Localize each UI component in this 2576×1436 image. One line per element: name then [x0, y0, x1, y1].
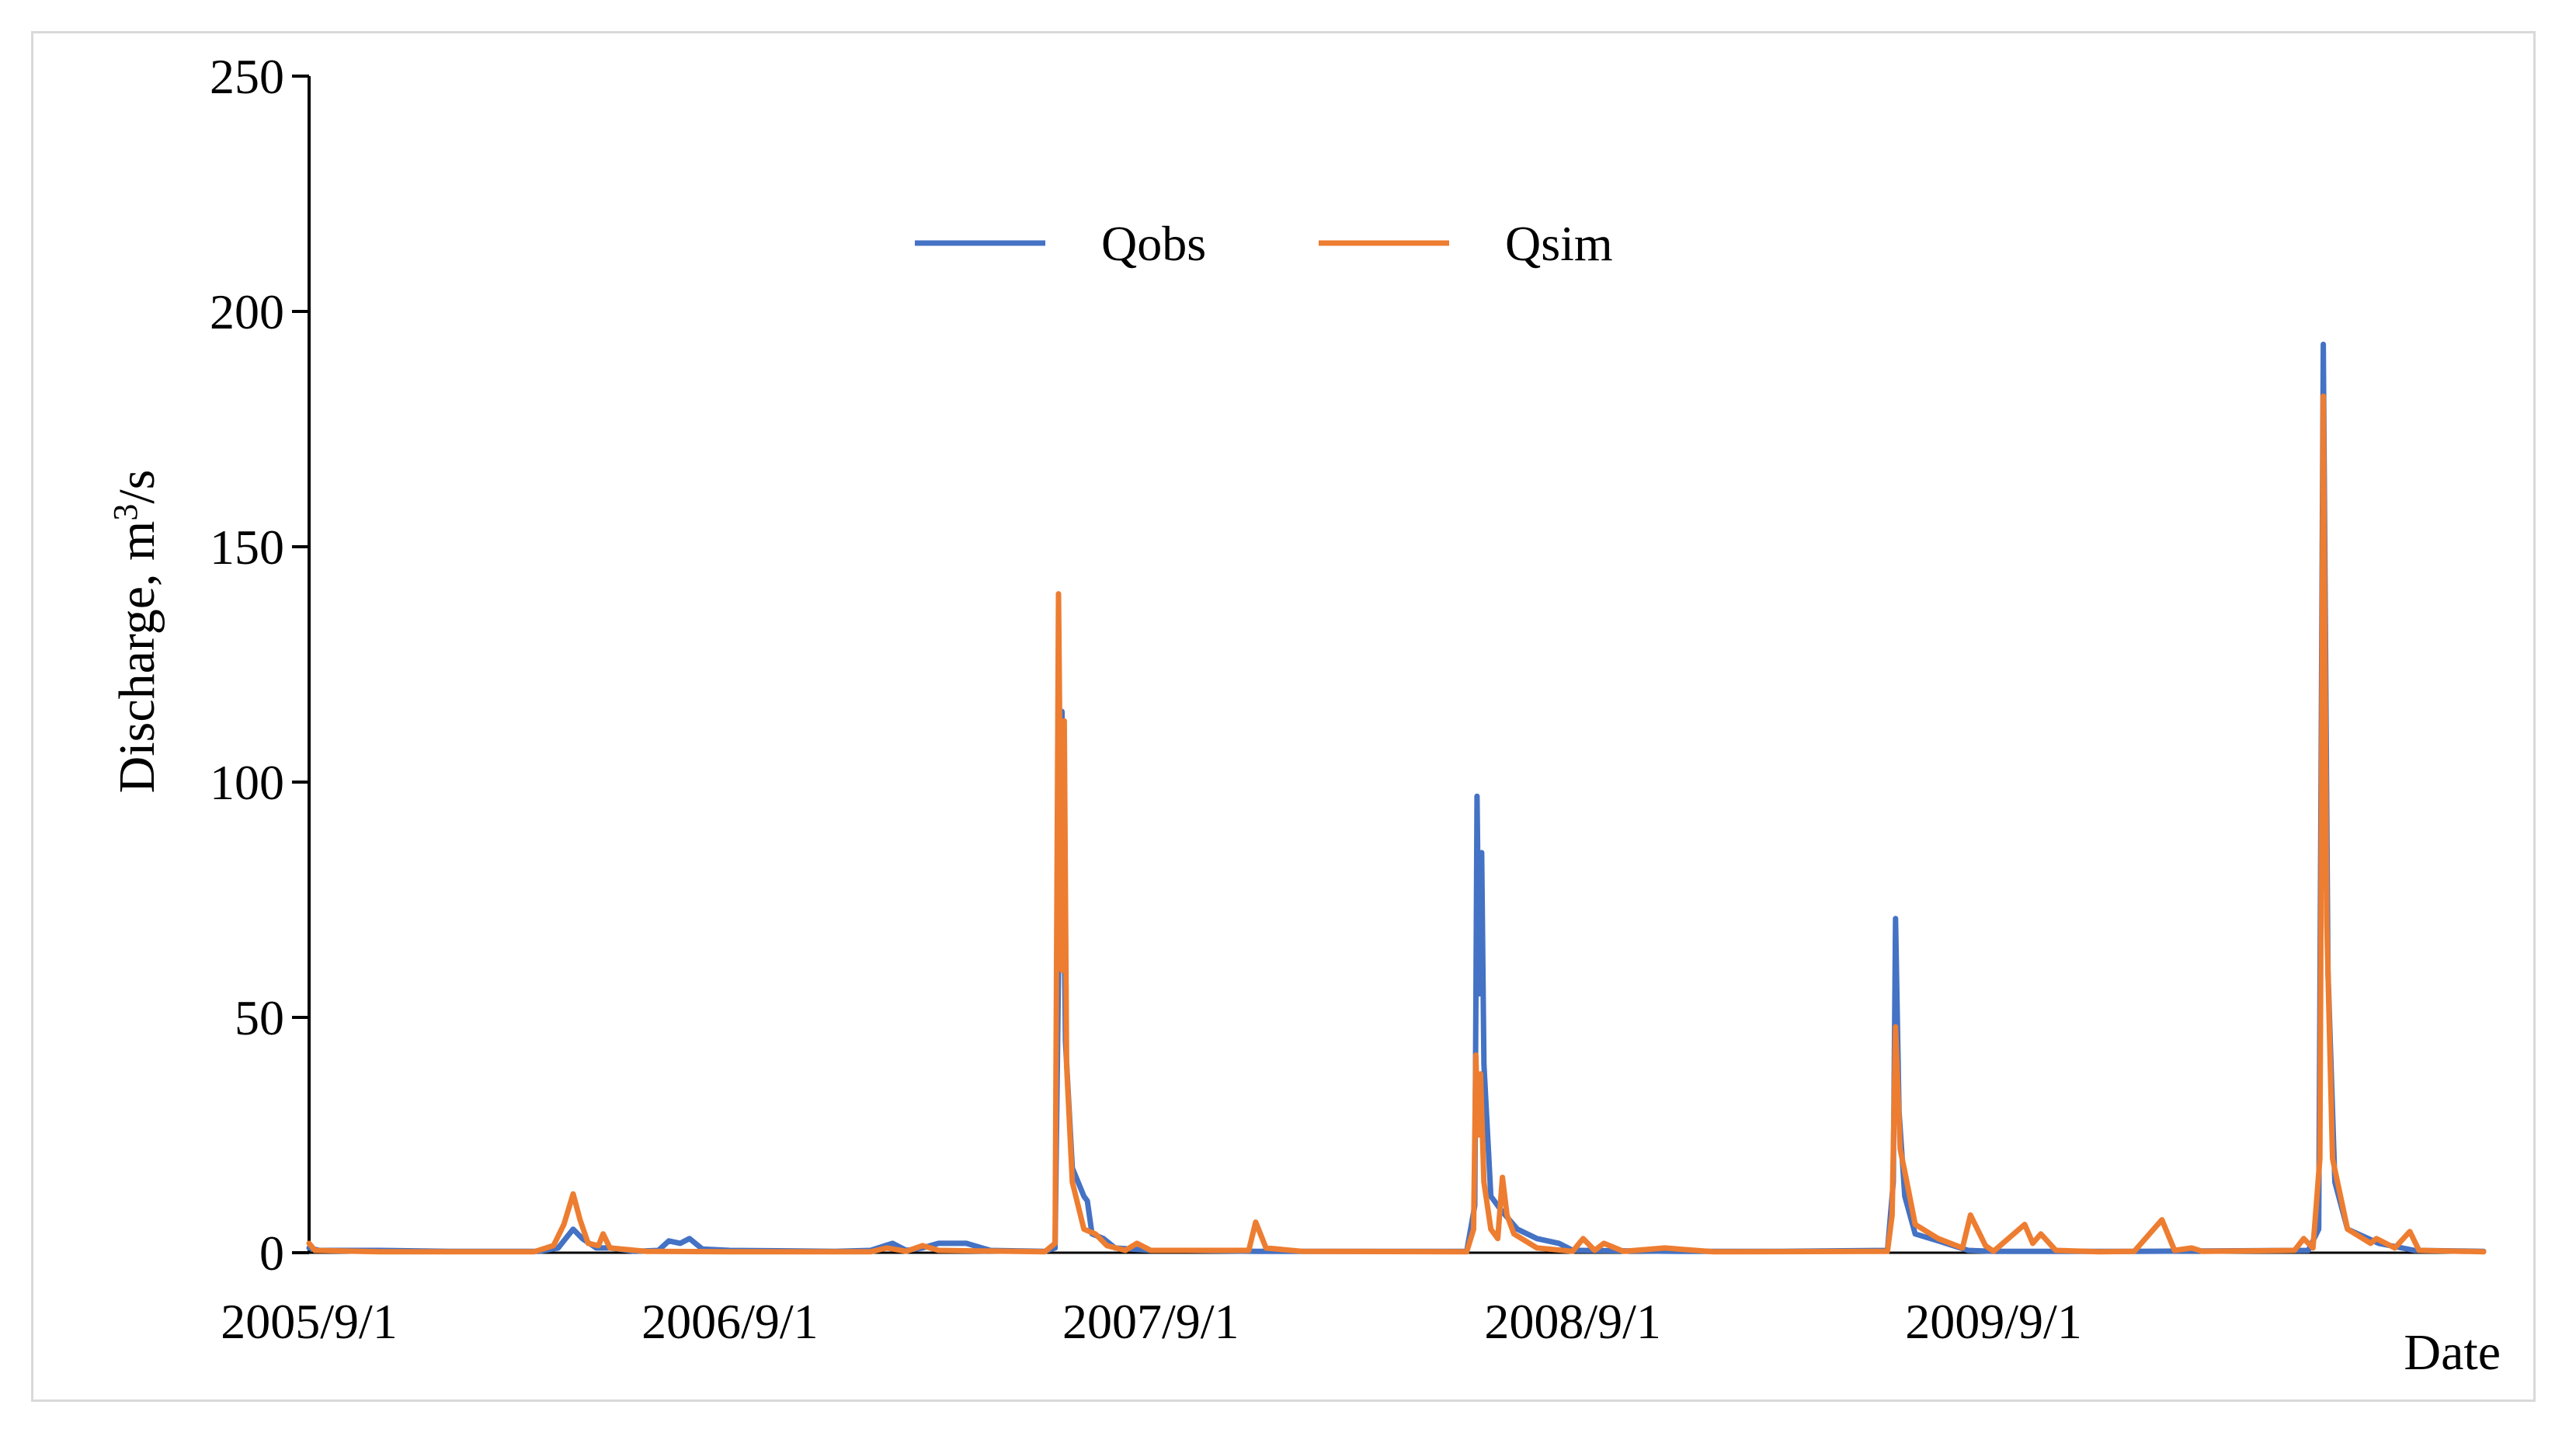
x-tick-label: 2005/9/1 [221, 1294, 398, 1349]
series-line-qsim [306, 393, 2487, 1255]
y-axis-title: Discharge, m3/s [106, 470, 165, 794]
x-tick-label: 2007/9/1 [1062, 1294, 1239, 1349]
y-tick-label: 200 [210, 284, 284, 339]
x-tick-label: 2009/9/1 [1905, 1294, 2082, 1349]
legend: Qobs Qsim [915, 216, 1613, 271]
discharge-chart: 0 50 100 150 200 250 2005/9/1 2006/9/1 2007/9/1… [106, 49, 2501, 1381]
x-axis: 2005/9/1 2006/9/1 2007/9/1 2008/9/1 2009/9/1 [221, 1251, 2484, 1349]
legend-label-qobs: Qobs [1101, 216, 1206, 271]
y-tick-label: 100 [210, 755, 284, 810]
x-tick-label: 2008/9/1 [1484, 1294, 1661, 1349]
x-tick-label: 2006/9/1 [641, 1294, 819, 1349]
x-axis-title: Date [2404, 1324, 2501, 1381]
y-tick-label: 50 [235, 990, 284, 1045]
y-axis-title-suffix: /s [109, 470, 165, 504]
y-tick-label: 0 [259, 1226, 284, 1281]
y-axis-title-sup: 3 [106, 504, 144, 521]
series-line-qobs [306, 341, 2487, 1254]
legend-label-qsim: Qsim [1505, 216, 1613, 271]
y-tick-label: 150 [210, 520, 284, 575]
chart-frame: 0 50 100 150 200 250 2005/9/1 2006/9/1 2007/9/1… [31, 31, 2536, 1402]
y-axis: 0 50 100 150 200 250 [210, 49, 311, 1281]
y-axis-title-prefix: Discharge, m [109, 521, 165, 794]
series-layer [306, 341, 2487, 1255]
y-tick-label: 250 [210, 49, 284, 104]
